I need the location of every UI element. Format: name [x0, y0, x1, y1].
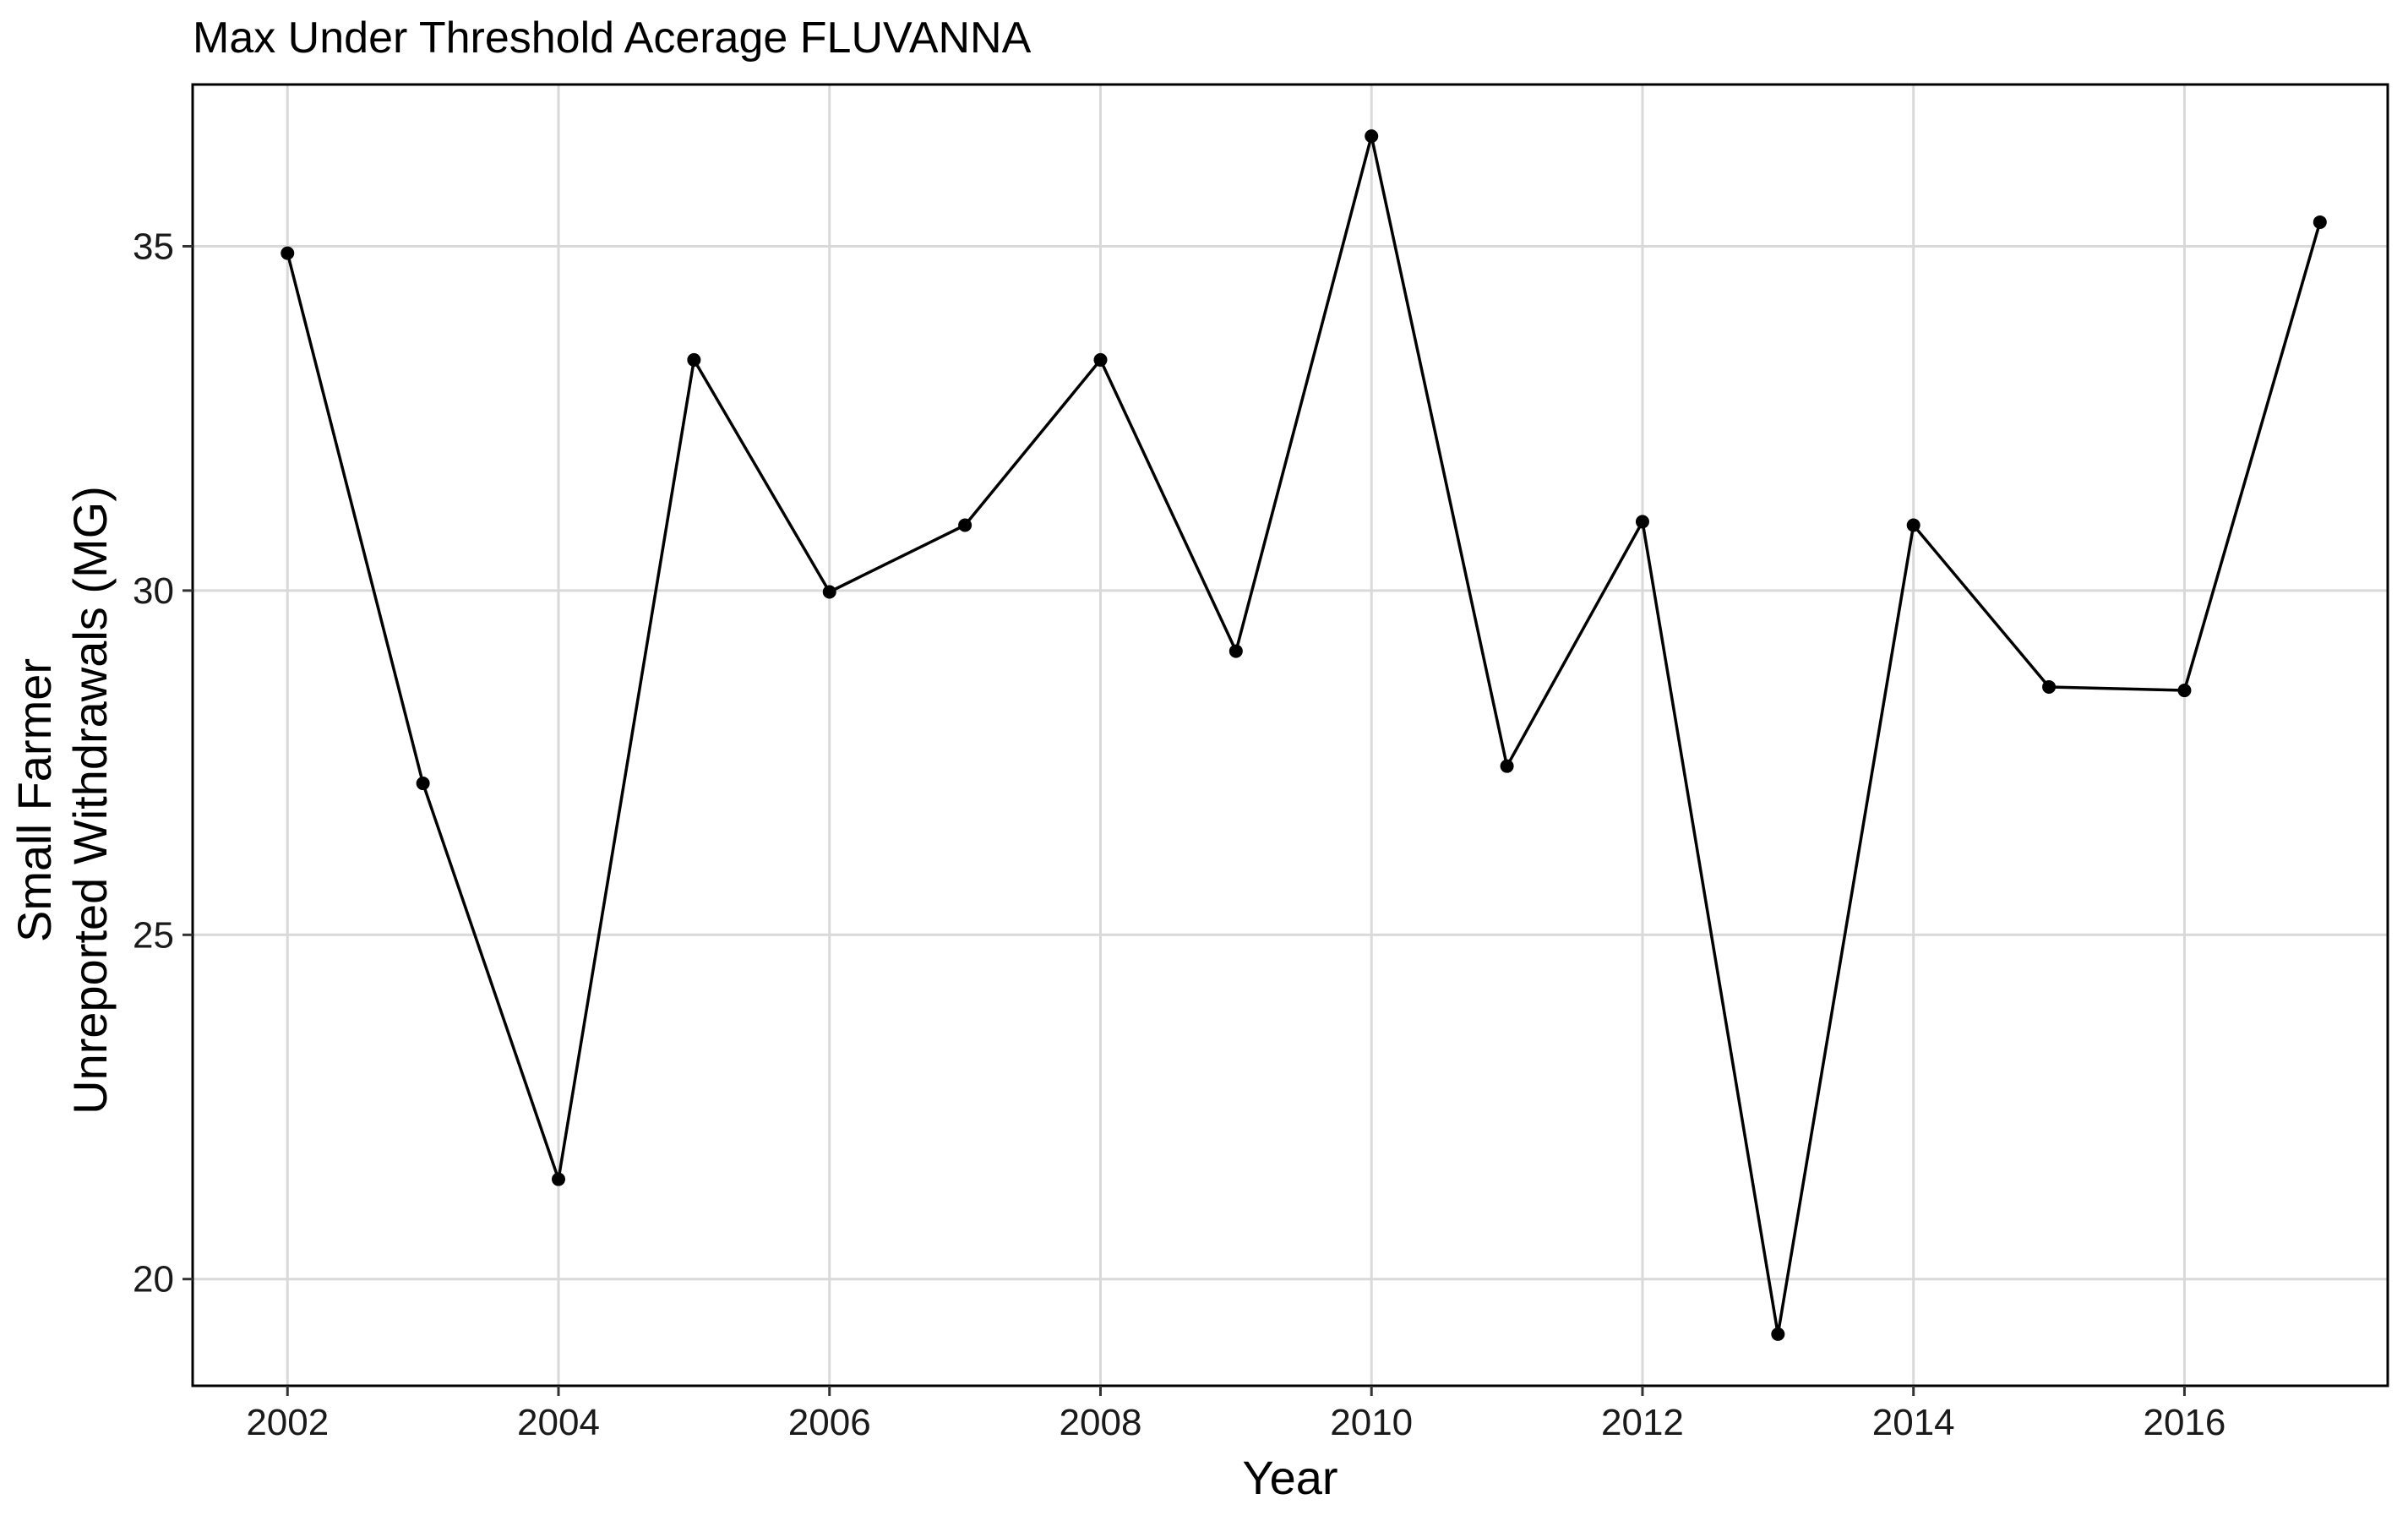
x-tick-label-2016: 2016: [2143, 1402, 2225, 1443]
x-tick-label-2006: 2006: [788, 1402, 871, 1443]
data-point-2009: [1229, 644, 1243, 658]
data-point-2015: [2042, 679, 2057, 694]
x-tick-label-2002: 2002: [246, 1402, 329, 1443]
y-tick-label-25: 25: [133, 914, 174, 956]
data-point-2017: [2313, 215, 2327, 229]
axis-ticks: 2002 2004 2006 2008 2010 2012 2014 2016 20 25 30 35: [133, 226, 2225, 1443]
y-axis-title-line-1: Small Farmer: [8, 658, 61, 942]
data-point-2014: [1906, 518, 1920, 532]
data-point-2016: [2177, 684, 2192, 698]
x-axis-title: Year: [1242, 1451, 1337, 1504]
x-tick-label-2012: 2012: [1601, 1402, 1684, 1443]
panel-border: [191, 83, 2389, 1387]
data-point-2010: [1365, 129, 1379, 144]
chart-title: Max Under Threshold Acerage FLUVANNA: [193, 14, 1032, 63]
y-axis-title-line-2: Unreported Withdrawals (MG): [63, 486, 117, 1115]
data-series: [281, 129, 2327, 1341]
grid-lines: [193, 84, 2388, 1386]
data-point-2013: [1771, 1327, 1785, 1341]
data-point-2007: [958, 518, 972, 532]
data-point-2003: [416, 777, 430, 791]
x-tick-label-2008: 2008: [1060, 1402, 1142, 1443]
y-axis-title: Small Farmer Unreported Withdrawals (MG): [8, 486, 117, 1115]
data-point-2004: [552, 1172, 565, 1186]
x-tick-label-2014: 2014: [1872, 1402, 1955, 1443]
data-point-2002: [281, 246, 295, 260]
data-point-2011: [1500, 759, 1514, 773]
x-tick-label-2004: 2004: [517, 1402, 600, 1443]
y-tick-label-20: 20: [133, 1259, 174, 1300]
series-line: [286, 134, 2322, 1336]
data-point-2005: [687, 352, 701, 367]
x-tick-label-2010: 2010: [1330, 1402, 1413, 1443]
y-tick-label-30: 30: [133, 570, 174, 612]
data-point-2008: [1093, 352, 1108, 367]
data-point-2006: [822, 585, 836, 599]
data-point-2012: [1635, 515, 1649, 529]
y-tick-label-35: 35: [133, 226, 174, 267]
